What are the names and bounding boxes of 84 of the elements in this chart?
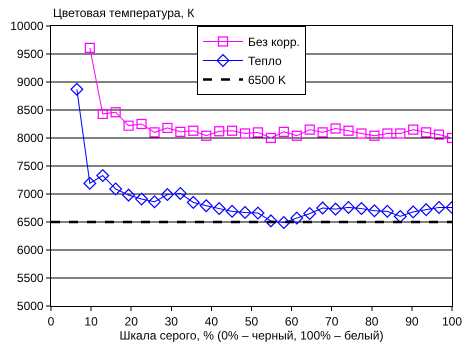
point bbox=[174, 186, 187, 200]
point bbox=[266, 132, 276, 144]
point bbox=[252, 206, 264, 220]
point bbox=[201, 130, 212, 141]
x-tick-label: 60 bbox=[284, 314, 299, 328]
point bbox=[382, 128, 392, 139]
point bbox=[356, 128, 367, 139]
point bbox=[369, 130, 380, 141]
x-tick-label: 80 bbox=[365, 314, 379, 328]
point bbox=[226, 204, 239, 218]
point bbox=[109, 182, 122, 196]
point bbox=[408, 124, 418, 135]
point bbox=[252, 127, 264, 138]
y-tick-label: 10000 bbox=[10, 19, 44, 34]
x-tick-label: 30 bbox=[164, 314, 178, 328]
y-tick-label: 5500 bbox=[16, 271, 44, 286]
point bbox=[122, 188, 136, 202]
point bbox=[380, 204, 394, 218]
point bbox=[316, 202, 330, 214]
point bbox=[162, 122, 173, 134]
point bbox=[135, 192, 148, 206]
legend-label: Тепло bbox=[248, 54, 282, 68]
legend-label: Без корр. bbox=[248, 35, 300, 50]
point bbox=[420, 203, 433, 216]
point bbox=[342, 200, 355, 214]
point bbox=[188, 126, 198, 136]
x-tick-label: 50 bbox=[244, 314, 258, 328]
x-tick-label: 40 bbox=[204, 314, 218, 328]
y-tick-label: 6500 bbox=[16, 215, 44, 230]
point bbox=[355, 202, 368, 216]
point bbox=[434, 130, 444, 140]
point bbox=[290, 212, 304, 225]
point bbox=[432, 200, 446, 214]
y-tick-label: 9500 bbox=[16, 47, 44, 62]
point bbox=[148, 195, 161, 208]
point bbox=[214, 126, 224, 136]
point bbox=[84, 42, 95, 53]
y-tick-label: 9000 bbox=[16, 75, 44, 90]
point bbox=[278, 126, 289, 137]
point bbox=[304, 124, 315, 135]
y-tick-label: 8000 bbox=[16, 131, 44, 146]
point bbox=[149, 127, 160, 138]
point bbox=[343, 126, 354, 136]
point bbox=[212, 202, 226, 216]
point bbox=[110, 107, 121, 118]
x-tick-label: 20 bbox=[124, 314, 138, 328]
point bbox=[406, 205, 420, 218]
point bbox=[318, 127, 328, 138]
point bbox=[96, 169, 110, 182]
point bbox=[226, 126, 238, 136]
x-tick-label: 0 bbox=[48, 314, 55, 328]
point bbox=[303, 207, 316, 220]
point bbox=[330, 123, 341, 134]
y-tick-label: 5000 bbox=[16, 299, 44, 314]
point bbox=[368, 204, 381, 218]
y-tick-label: 7500 bbox=[16, 159, 44, 174]
point bbox=[83, 176, 96, 190]
point bbox=[240, 128, 250, 139]
x-tick-label: 100 bbox=[442, 314, 462, 328]
x-tick-label: 10 bbox=[84, 314, 98, 328]
point bbox=[123, 120, 134, 131]
point bbox=[186, 196, 200, 209]
point bbox=[70, 82, 84, 96]
x-tick-label: 90 bbox=[405, 314, 419, 328]
point bbox=[136, 118, 147, 130]
point bbox=[175, 126, 186, 137]
x-tick-label: 70 bbox=[325, 314, 339, 328]
y-axis-title: Цветовая температура, К bbox=[53, 6, 194, 20]
point bbox=[394, 210, 407, 223]
point bbox=[421, 127, 432, 138]
legend-label: 6500 K bbox=[248, 73, 286, 88]
y-tick-label: 7000 bbox=[16, 187, 44, 202]
y-tick-label: 8500 bbox=[16, 103, 44, 118]
point bbox=[264, 214, 278, 228]
point bbox=[238, 206, 252, 219]
point bbox=[160, 188, 174, 202]
point bbox=[98, 108, 108, 120]
x-axis-title: Шкала серого, % (0% – черный, 100% – белый) bbox=[120, 328, 384, 342]
point bbox=[329, 202, 342, 216]
point bbox=[277, 216, 290, 230]
point bbox=[395, 128, 406, 139]
y-tick-label: 6000 bbox=[16, 243, 44, 258]
point bbox=[292, 130, 302, 141]
point bbox=[200, 199, 213, 212]
